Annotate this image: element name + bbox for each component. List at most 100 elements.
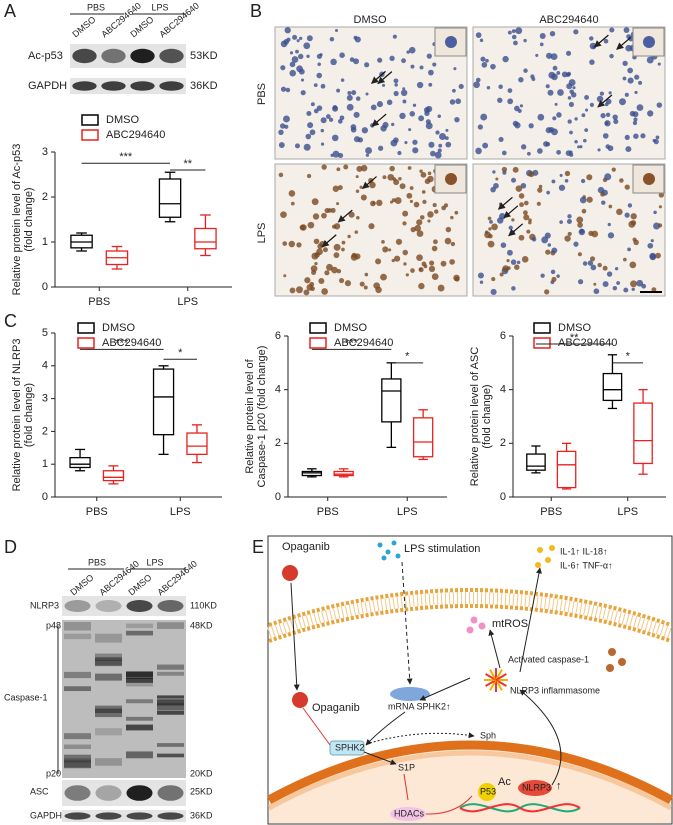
cell — [602, 281, 609, 288]
lane-label: DMSO — [68, 572, 95, 597]
cell — [289, 61, 296, 68]
cell — [313, 238, 320, 245]
size-label: 48KD — [190, 620, 213, 630]
cell — [515, 27, 523, 35]
blot-band — [126, 600, 153, 612]
ros-dot — [478, 622, 486, 630]
cell — [336, 88, 341, 93]
blot-band — [126, 751, 153, 759]
cell — [588, 230, 594, 236]
cell — [353, 58, 360, 65]
cell — [445, 128, 449, 132]
cell — [365, 153, 370, 157]
cell — [392, 34, 397, 39]
cell — [577, 279, 584, 285]
blot-band — [157, 699, 184, 706]
cell — [410, 64, 415, 69]
cell — [373, 282, 380, 289]
cell — [489, 219, 493, 224]
x-tick-label: PBS — [540, 506, 562, 518]
cell — [540, 273, 545, 278]
cell — [629, 110, 636, 117]
cell — [320, 128, 325, 133]
cell — [506, 259, 510, 263]
cell — [332, 150, 340, 158]
cell — [421, 261, 427, 267]
y-axis-label: (fold change) — [23, 187, 35, 251]
cell — [658, 205, 662, 209]
cell — [421, 190, 426, 194]
cell — [493, 182, 499, 189]
cell — [432, 203, 437, 208]
cell — [491, 277, 496, 282]
blot-band — [95, 600, 122, 612]
box — [333, 470, 354, 477]
cell — [584, 95, 590, 100]
blot-band — [64, 760, 91, 768]
cell — [389, 200, 394, 204]
y-axis-label: Relative protein level of Ac-p53 — [11, 144, 23, 296]
cell — [427, 171, 432, 176]
cell — [528, 218, 532, 222]
cell — [402, 221, 407, 226]
cell — [655, 252, 661, 259]
cell — [567, 96, 572, 100]
cell — [565, 72, 571, 77]
cell — [410, 227, 416, 233]
cell — [516, 260, 521, 265]
blot-band — [157, 671, 184, 676]
p53-icon — [478, 783, 496, 801]
arrow — [362, 176, 377, 190]
size-label: 36KD — [190, 80, 218, 92]
legend-swatch — [533, 337, 551, 349]
cell — [569, 130, 573, 135]
blot-band — [64, 686, 91, 692]
cell — [545, 52, 553, 59]
cell — [653, 210, 657, 215]
cell — [545, 127, 552, 134]
legend-swatch — [309, 322, 327, 334]
cell — [412, 103, 417, 107]
cell — [402, 99, 407, 104]
legend-label: ABC294640 — [106, 129, 165, 141]
cell — [581, 113, 586, 118]
cell — [624, 92, 629, 97]
cell — [376, 101, 383, 108]
cell — [604, 173, 612, 181]
cell — [612, 285, 618, 291]
size-label: 25KD — [190, 786, 213, 796]
cell — [425, 105, 433, 113]
cell — [359, 185, 363, 189]
arrow — [616, 36, 632, 50]
cell — [354, 230, 359, 234]
cell — [438, 143, 443, 148]
row-label: Ac-p53 — [28, 50, 63, 62]
cell — [453, 274, 460, 282]
inset-cell — [643, 173, 655, 185]
blot-band — [101, 48, 126, 64]
cell — [450, 241, 456, 247]
mrna-label: mRNA SPHK2↑ — [388, 701, 451, 711]
blot-band — [72, 48, 97, 64]
acetyl-label: Ac — [498, 776, 511, 788]
cell — [325, 114, 331, 119]
cell — [587, 260, 594, 266]
inflammasome-arm — [485, 673, 497, 681]
cell — [309, 281, 315, 287]
cell — [586, 174, 593, 181]
blot-band — [95, 673, 122, 681]
cell — [300, 78, 305, 82]
cell — [350, 124, 357, 130]
cell — [652, 138, 656, 143]
cell — [535, 53, 539, 58]
cell — [627, 77, 634, 84]
cell — [566, 218, 572, 224]
cell — [550, 128, 558, 136]
cell — [346, 94, 353, 101]
cell — [579, 196, 587, 204]
cell — [283, 274, 287, 278]
box — [301, 470, 323, 477]
y-axis-label: (fold change) — [481, 384, 493, 448]
cell — [348, 211, 355, 218]
